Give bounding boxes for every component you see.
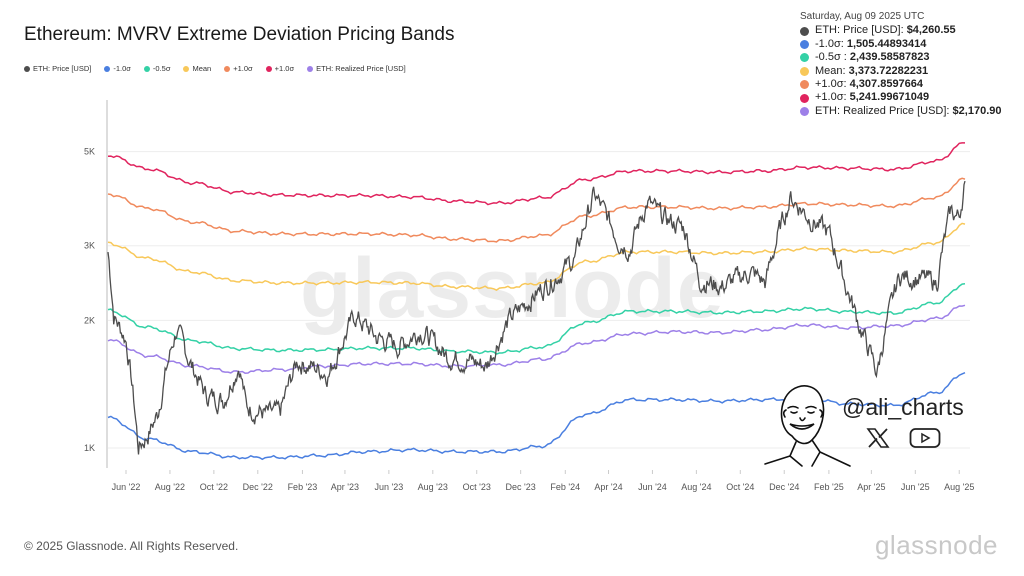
tooltip-value: $4,260.55 (906, 24, 956, 37)
x-tick-label: Apr '25 (857, 482, 885, 492)
legend-dot (183, 65, 190, 72)
x-tick-label: Feb '24 (550, 482, 580, 492)
legend-item-plus1sigma-red[interactable]: +1.0σ (265, 64, 295, 73)
tooltip-value: 5,241.99671049 (849, 91, 930, 104)
x-tick-label: Dec '24 (769, 482, 799, 492)
x-tick-label: Aug '22 (155, 482, 185, 492)
tooltip-label: ETH: Realized Price [USD]: (815, 104, 953, 117)
tooltip-value: 3,373.72282231 (848, 64, 929, 77)
legend-dot (24, 65, 30, 72)
tooltip-label: +1.0σ: (815, 78, 850, 91)
x-logo-icon[interactable] (866, 427, 890, 449)
chart-title: Ethereum: MVRV Extreme Deviation Pricing… (24, 24, 455, 45)
price-line (107, 180, 966, 455)
series-line-5 (107, 304, 966, 374)
tooltip-row: ETH: Realized Price [USD]: $2,170.90 (800, 105, 1001, 118)
x-tick-label: Apr '24 (594, 482, 622, 492)
legend-dot (265, 65, 272, 72)
tooltip-row: +1.0σ: 4,307.8597664 (800, 78, 1001, 91)
x-tick-label: Jun '22 (112, 482, 141, 492)
legend-label: Mean (192, 64, 212, 73)
tooltip-dot (800, 53, 809, 63)
series-line-4 (107, 142, 965, 206)
legend-label: +1.0σ (233, 64, 253, 73)
tooltip-dot (800, 40, 809, 50)
legend-label: ETH: Realized Price [USD] (316, 64, 406, 73)
tooltip-value: 4,307.8597664 (849, 78, 924, 91)
x-tick-label: Feb '25 (814, 482, 844, 492)
legend-dot (307, 65, 314, 72)
glassnode-logo: glassnode (874, 530, 998, 560)
hover-tooltip: Saturday, Aug 09 2025 UTC ETH: Price [US… (800, 10, 1001, 118)
x-tick-label: Aug '23 (418, 482, 448, 492)
x-tick-label: Aug '24 (681, 482, 711, 492)
tooltip-row: -1.0σ: 1,505.44893414 (800, 38, 1001, 51)
legend-item-minus05sigma[interactable]: -0.5σ (143, 64, 171, 73)
y-tick-label: 1K (84, 443, 95, 453)
legend-dot (224, 65, 231, 72)
x-tick-label: Dec '23 (506, 482, 536, 492)
legend-label: -1.0σ (113, 64, 131, 73)
tooltip-row: +1.0σ: 5,241.99671049 (800, 91, 1001, 104)
legend-item-minus1sigma[interactable]: -1.0σ (104, 64, 131, 73)
x-tick-label: Oct '22 (200, 482, 228, 492)
legend-item-plus1sigma-orange[interactable]: +1.0σ (224, 64, 253, 73)
tooltip-value: 2,439.58587823 (849, 51, 930, 64)
x-tick-label: Jun '24 (638, 482, 667, 492)
legend-label: +1.0σ (274, 64, 295, 73)
legend-dot (143, 65, 150, 72)
tooltip-label: -0.5σ : (815, 51, 850, 64)
chart-legend: ETH: Price [USD] -1.0σ -0.5σ Mean +1.0σ … (24, 64, 406, 73)
copyright: © 2025 Glassnode. All Rights Reserved. (24, 539, 239, 553)
legend-label: ETH: Price [USD] (33, 64, 92, 73)
x-tick-label: Apr '23 (331, 482, 359, 492)
legend-item-price[interactable]: ETH: Price [USD] (24, 64, 91, 73)
x-tick-label: Feb '23 (288, 482, 318, 492)
tooltip-dot (800, 80, 809, 90)
series-line-2 (107, 222, 966, 291)
legend-item-realized-price[interactable]: ETH: Realized Price [USD] (307, 64, 406, 73)
y-tick-label: 2K (84, 315, 95, 325)
tooltip-date: Saturday, Aug 09 2025 UTC (800, 11, 925, 22)
youtube-icon[interactable] (909, 427, 941, 449)
author-avatar (764, 385, 851, 467)
legend-item-mean[interactable]: Mean (183, 64, 211, 73)
tooltip-row: ETH: Price [USD]: $4,260.55 (800, 24, 1001, 37)
series-line-3 (107, 177, 966, 243)
tooltip-row: Mean: 3,373.72282231 (800, 65, 1001, 78)
legend-dot (104, 65, 111, 72)
tooltip-dot (800, 93, 809, 103)
x-tick-label: Jun '25 (901, 482, 930, 492)
tooltip-value: 1,505.44893414 (846, 37, 927, 50)
x-tick-label: Oct '24 (726, 482, 754, 492)
tooltip-dot (800, 26, 809, 36)
tooltip-dot (800, 107, 809, 117)
x-tick-label: Dec '22 (243, 482, 273, 492)
y-tick-label: 5K (84, 147, 95, 157)
legend-label: -0.5σ (152, 64, 171, 73)
tooltip-row: -0.5σ : 2,439.58587823 (800, 51, 1001, 64)
tooltip-label: -1.0σ: (815, 37, 847, 50)
x-tick-label: Jun '23 (374, 482, 403, 492)
x-tick-label: Aug '25 (944, 482, 974, 492)
tooltip-value: $2,170.90 (952, 104, 1002, 117)
x-tick-label: Oct '23 (463, 482, 491, 492)
series-line-1 (107, 283, 966, 355)
tooltip-label: Mean: (815, 64, 849, 77)
tooltip-label: +1.0σ: (815, 91, 850, 104)
tooltip-dot (800, 66, 809, 76)
tooltip-label: ETH: Price [USD]: (815, 24, 907, 37)
y-tick-label: 3K (84, 241, 95, 251)
author-handle[interactable]: @ali_charts (842, 394, 964, 420)
